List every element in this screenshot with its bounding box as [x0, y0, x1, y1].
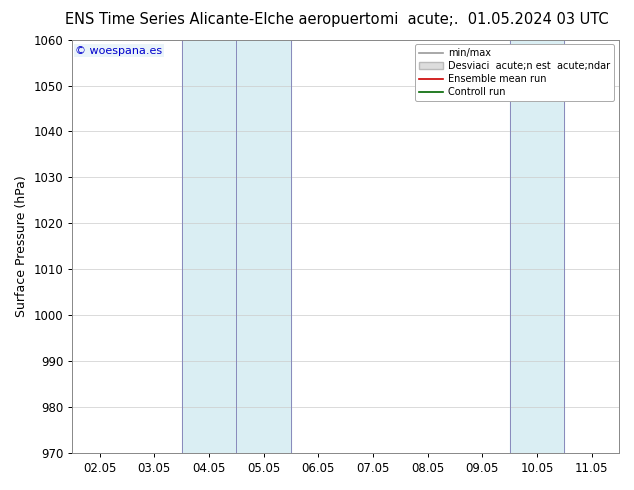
- Text: © woespana.es: © woespana.es: [75, 46, 162, 56]
- Legend: min/max, Desviaci  acute;n est  acute;ndar, Ensemble mean run, Controll run: min/max, Desviaci acute;n est acute;ndar…: [415, 45, 614, 101]
- Text: mi  acute;.  01.05.2024 03 UTC: mi acute;. 01.05.2024 03 UTC: [380, 12, 609, 27]
- Y-axis label: Surface Pressure (hPa): Surface Pressure (hPa): [15, 175, 28, 317]
- Bar: [510, 40, 564, 453]
- Text: ENS Time Series Alicante-Elche aeropuerto: ENS Time Series Alicante-Elche aeropuert…: [65, 12, 379, 27]
- Bar: [182, 40, 291, 453]
